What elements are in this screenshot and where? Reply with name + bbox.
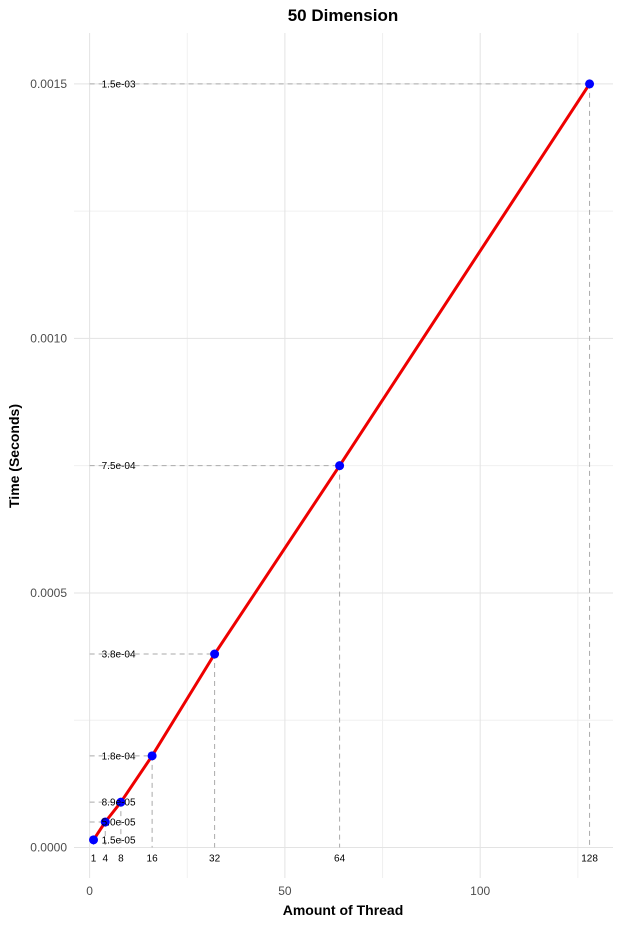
chart-title: 50 Dimension (288, 6, 399, 25)
x-tick-label: 0 (86, 884, 93, 898)
y-axis-ticks: 0.0000 0.0005 0.0010 0.0015 (30, 77, 67, 855)
data-points (89, 79, 595, 845)
x-axis-title: Amount of Thread (283, 902, 404, 918)
guide-lines (89, 83, 591, 848)
x-value-label: 8 (118, 853, 124, 864)
x-axis-ticks: 0 50 100 (86, 884, 490, 898)
x-value-label: 16 (147, 853, 159, 864)
data-point (585, 79, 595, 89)
x-value-label: 1 (91, 853, 97, 864)
data-point (89, 835, 99, 845)
y-value-label: 7.5e-04 (102, 461, 136, 472)
data-point (147, 751, 157, 761)
y-tick-label: 0.0000 (30, 840, 67, 854)
x-value-labels: 1 4 8 16 32 64 128 (91, 853, 599, 864)
data-point (100, 817, 110, 827)
y-value-label: 5.0e-05 (102, 818, 136, 829)
data-point (116, 797, 126, 807)
y-value-labels: 1.5e-05 5.0e-05 8.9e-05 1.8e-04 3.8e-04 7.5e-… (102, 79, 136, 846)
x-value-label: 64 (334, 853, 346, 864)
x-tick-label: 50 (278, 884, 292, 898)
x-value-label: 32 (209, 853, 221, 864)
y-tick-label: 0.0010 (30, 331, 67, 345)
y-tick-label: 0.0005 (30, 586, 67, 600)
y-value-label: 8.9e-05 (102, 798, 136, 809)
y-value-label: 1.8e-04 (102, 751, 136, 762)
data-point (210, 649, 220, 659)
y-value-label: 1.5e-05 (102, 835, 136, 846)
y-tick-label: 0.0015 (30, 77, 67, 91)
x-value-label: 4 (102, 853, 108, 864)
x-tick-label: 100 (470, 884, 490, 898)
y-value-label: 1.5e-03 (102, 79, 136, 90)
x-value-label: 128 (581, 853, 598, 864)
y-axis-title: Time (Seconds) (6, 404, 22, 508)
data-point (335, 461, 345, 471)
y-value-label: 3.8e-04 (102, 650, 136, 661)
